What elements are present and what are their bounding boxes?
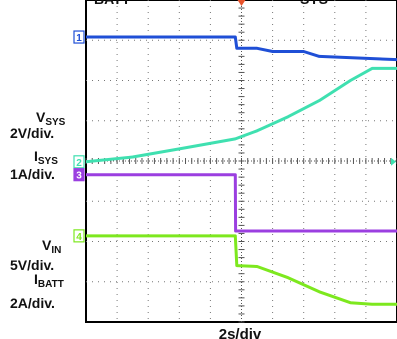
- channel-marker-label: 2: [76, 158, 82, 169]
- vin-label: VIN: [42, 237, 62, 256]
- vsys-label: VSYS: [36, 109, 66, 128]
- channel-marker-label: 1: [76, 33, 82, 44]
- channel-marker-box: [73, 155, 85, 169]
- channel-1-marker: 1: [73, 30, 85, 44]
- channel-2-marker: 2: [73, 155, 85, 169]
- series-ibatt-line: [86, 234, 397, 306]
- series-vin-line: [86, 173, 397, 233]
- vsys-scale-label: 2V/div.: [10, 125, 55, 141]
- channel-marker-box: [73, 168, 85, 182]
- channel-marker-label: 4: [76, 232, 82, 243]
- series-isys-line: [85, 66, 397, 164]
- vin-scale-label: 5V/div.: [10, 257, 55, 273]
- title-fragment-sys: SYS: [300, 0, 328, 7]
- channel-markers: 1 2 3 4: [73, 30, 396, 243]
- ibatt-scale-label: 2A/div.: [10, 295, 55, 311]
- traces: [85, 35, 397, 306]
- isys-right-marker: [391, 157, 396, 166]
- series-vsys-line: [86, 35, 397, 62]
- channel-marker-label: 3: [76, 171, 82, 182]
- title-fragment-batt: BATT: [94, 0, 131, 7]
- isys-label: ISYS: [34, 148, 58, 167]
- ibatt-label: IBATT: [34, 271, 64, 290]
- channel-4-marker: 4: [73, 229, 85, 243]
- channel-marker-box: [73, 229, 85, 243]
- channel-3-marker: 3: [73, 168, 85, 182]
- title-fragments: BATT SYS: [94, 0, 328, 7]
- channel-marker-box: [73, 30, 85, 44]
- isys-scale-label: 1A/div.: [10, 166, 55, 182]
- x-axis-label: 2s/div: [219, 326, 262, 339]
- trigger-marker: [237, 0, 246, 6]
